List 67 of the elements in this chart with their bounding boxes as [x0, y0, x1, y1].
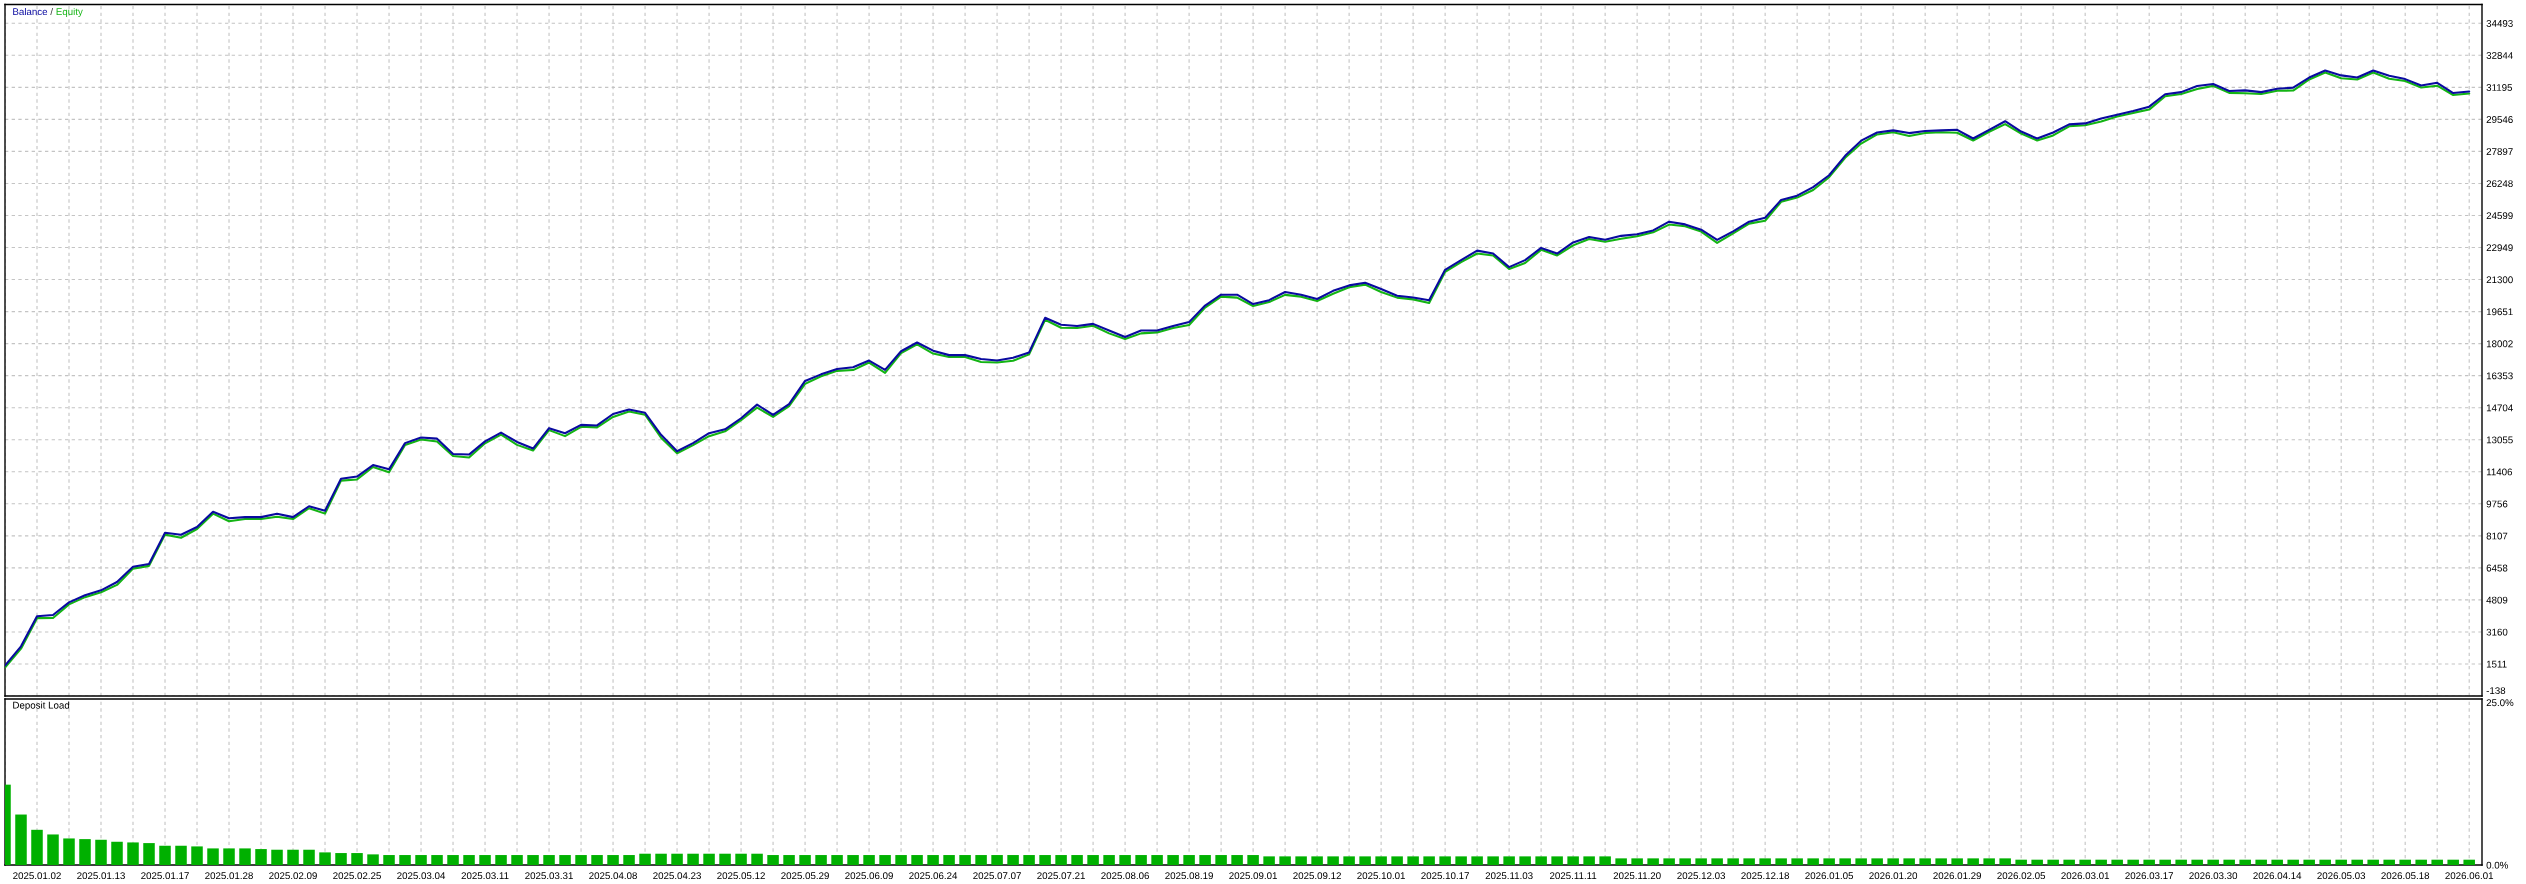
x-tick-label: 2025.02.09 [269, 872, 317, 880]
x-tick-label: 2025.01.28 [205, 872, 253, 880]
x-tick-label: 2026.01.20 [1869, 872, 1918, 880]
y-tick-label: 1511 [2486, 660, 2507, 668]
y-tick-label: 25.0% [2486, 699, 2514, 707]
x-tick-label: 2025.03.31 [525, 872, 573, 880]
y-tick-label: 21300 [2486, 276, 2513, 284]
x-tick-label: 2025.01.02 [13, 872, 61, 880]
y-tick-label: 3160 [2486, 628, 2508, 636]
y-tick-label: -138 [2486, 687, 2506, 695]
y-tick-label: 9756 [2486, 500, 2508, 508]
x-tick-label: 2025.05.29 [781, 872, 829, 880]
x-tick-label: 2025.08.19 [1165, 872, 1213, 880]
x-tick-label: 2026.03.17 [2125, 872, 2174, 880]
x-tick-label: 2026.06.01 [2445, 872, 2494, 880]
text: Balance [13, 7, 48, 16]
y-tick-label: 34493 [2486, 20, 2513, 27]
y-tick-label: 19651 [2486, 308, 2513, 316]
y-tick-label: 0.0% [2486, 861, 2508, 869]
x-tick-label: 2025.04.08 [589, 872, 637, 880]
x-tick-label: 2025.05.12 [717, 872, 765, 880]
chart-title: Deposit Load [13, 701, 70, 711]
text: Equity [56, 7, 83, 18]
x-tick-label: 2026.05.03 [2317, 872, 2366, 880]
x-tick-label: 2025.06.24 [909, 872, 958, 880]
x-tick-label: 2025.11.03 [1485, 872, 1533, 880]
y-tick-label: 18002 [2486, 340, 2513, 348]
y-tick-label: 11406 [2486, 468, 2513, 476]
y-tick-label: 16353 [2486, 372, 2513, 380]
y-tick-label: 13055 [2486, 436, 2513, 444]
y-tick-label: 14704 [2486, 404, 2513, 412]
x-tick-label: 2025.01.17 [141, 872, 189, 880]
y-tick-label: 24599 [2486, 212, 2513, 220]
y-tick-label: 26248 [2486, 180, 2513, 188]
x-tick-label: 2025.09.12 [1293, 872, 1341, 880]
x-tick-label: 2026.04.14 [2253, 872, 2302, 880]
x-tick-label: 2026.01.29 [1933, 872, 1982, 880]
x-tick-label: 2025.12.18 [1741, 872, 1790, 880]
x-tick-label: 2025.07.07 [973, 872, 1021, 880]
y-tick-label: 6458 [2486, 564, 2508, 572]
x-tick-label: 2025.04.23 [653, 872, 701, 880]
y-tick-label: 29546 [2486, 116, 2513, 123]
x-tick-label: 2025.07.21 [1037, 872, 1085, 880]
x-tick-label: 2025.11.11 [1550, 872, 1597, 880]
x-tick-label: 2025.01.13 [77, 872, 125, 880]
x-tick-label: 2025.03.11 [461, 872, 509, 880]
annotation: / [50, 7, 54, 16]
x-tick-label: 2025.03.04 [397, 872, 446, 880]
x-tick-label: 2025.06.09 [845, 872, 893, 880]
x-tick-label: 2025.12.03 [1677, 872, 1726, 880]
x-tick-label: 2026.03.01 [2061, 872, 2110, 880]
y-tick-label: 22949 [2486, 244, 2513, 252]
x-tick-label: 2026.03.30 [2189, 872, 2238, 880]
y-tick-label: 31195 [2486, 84, 2513, 91]
x-tick-label: 2025.09.01 [1229, 872, 1277, 880]
x-tick-label: 2026.02.05 [1997, 872, 2046, 880]
y-tick-label: 8107 [2486, 532, 2508, 540]
y-tick-label: 4809 [2486, 596, 2508, 604]
x-tick-label: 2025.08.06 [1101, 872, 1149, 880]
x-tick-label: 2025.10.01 [1357, 872, 1405, 880]
x-tick-label: 2025.10.17 [1421, 872, 1469, 880]
x-tick-label: 2026.05.18 [2381, 872, 2430, 880]
x-tick-label: 2025.11.20 [1613, 872, 1661, 880]
x-tick-label: 2025.02.25 [333, 872, 381, 880]
y-tick-label: 27897 [2486, 148, 2513, 156]
y-tick-label: 32844 [2486, 52, 2513, 59]
x-tick-label: 2026.01.05 [1805, 872, 1854, 880]
